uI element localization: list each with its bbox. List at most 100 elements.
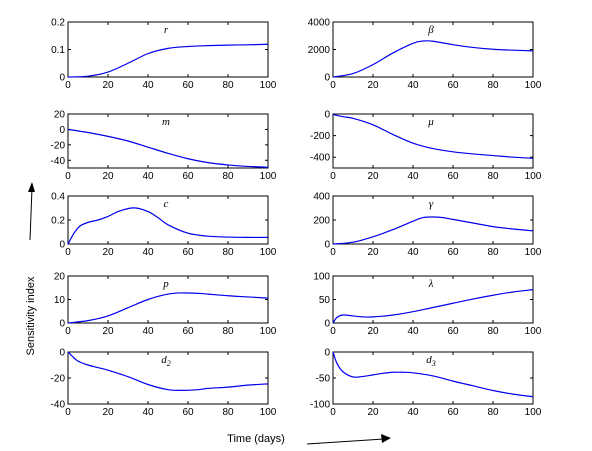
x-tick-label: 20 — [102, 326, 114, 337]
x-tick-label: 0 — [330, 247, 336, 258]
x-tick-label: 40 — [142, 407, 154, 418]
x-tick-label: 0 — [330, 407, 336, 418]
x-tick-label: 20 — [367, 247, 379, 258]
x-tick-label: 60 — [182, 247, 194, 258]
x-tick-label: 40 — [407, 407, 419, 418]
subplot-8: 0 20 40 60 80 100 0 50 100 λ — [313, 272, 541, 338]
x-tick-label: 0 — [65, 80, 71, 91]
x-tick-label: 40 — [407, 171, 419, 182]
x-tick-label: 100 — [260, 247, 277, 258]
series-line — [67, 351, 269, 392]
y-tick-label: 0 — [324, 319, 330, 330]
x-tick-label: 20 — [367, 407, 379, 418]
x-tick-label: 60 — [182, 326, 194, 337]
y-tick-label: 0 — [324, 110, 330, 121]
subplot-title: m — [162, 116, 170, 128]
y-tick-label: -100 — [310, 400, 330, 411]
subplot-title: μ — [427, 116, 434, 128]
y-tick-label: 0 — [59, 125, 65, 136]
subplot-title: β — [427, 24, 434, 36]
x-tick-label: 0 — [65, 247, 71, 258]
series-line — [67, 292, 269, 324]
y-tick-label: -200 — [310, 131, 330, 142]
x-tick-label: 60 — [447, 80, 459, 91]
x-arrow — [306, 434, 391, 445]
x-tick-label: 60 — [447, 326, 459, 337]
x-tick-label: 60 — [447, 247, 459, 258]
series-line — [332, 216, 534, 245]
x-tick-label: 80 — [487, 80, 499, 91]
x-tick-label: 80 — [222, 326, 234, 337]
x-tick-label: 60 — [182, 407, 194, 418]
x-tick-label: 60 — [447, 407, 459, 418]
series-line — [332, 113, 534, 159]
y-tick-label: -20 — [51, 374, 66, 385]
y-tick-label: 0.2 — [51, 18, 65, 29]
y-tick-label: 50 — [319, 295, 331, 306]
series-line — [67, 128, 269, 168]
y-tick-label: 0 — [59, 73, 65, 84]
y-tick-label: 10 — [54, 295, 66, 306]
x-tick-label: 100 — [525, 407, 542, 418]
subplot-title: p — [162, 278, 169, 290]
y-tick-label: 0.1 — [51, 45, 65, 56]
series-line — [332, 289, 534, 324]
x-tick-label: 0 — [65, 326, 71, 337]
subplot-2: 0 20 40 60 80 100 0 2000 4000 β — [308, 18, 542, 92]
x-tick-label: 20 — [367, 80, 379, 91]
y-tick-label: 0 — [59, 348, 65, 359]
x-tick-label: 100 — [260, 326, 277, 337]
plot-frame — [332, 113, 534, 169]
subplot-5: 0 20 40 60 80 100 0 0.2 0.4 c — [51, 192, 277, 259]
y-tick-label: -40 — [51, 156, 66, 167]
x-tick-label: 40 — [407, 326, 419, 337]
x-tick-label: 80 — [222, 247, 234, 258]
x-tick-label: 20 — [102, 407, 114, 418]
x-tick-label: 40 — [407, 80, 419, 91]
subplot-4: 0 20 40 60 80 100 -400 -200 0 μ — [310, 110, 542, 183]
subplot-title: r — [164, 24, 169, 36]
x-tick-label: 100 — [260, 407, 277, 418]
series-line — [332, 351, 534, 398]
y-tick-label: 0 — [59, 240, 65, 251]
x-tick-label: 60 — [182, 171, 194, 182]
y-tick-label: 2000 — [308, 45, 331, 56]
y-axis-label: Sensitivity index — [25, 276, 37, 355]
y-tick-label: 200 — [313, 216, 330, 227]
y-tick-label: -20 — [51, 140, 66, 151]
subplot-9: 0 20 40 60 80 100 -40 -20 0 d2 — [51, 348, 277, 419]
series-line — [67, 207, 269, 245]
plot-frame — [67, 113, 269, 169]
x-tick-label: 100 — [525, 247, 542, 258]
x-tick-label: 80 — [222, 407, 234, 418]
y-arrow — [28, 182, 35, 241]
y-tick-label: 400 — [313, 192, 330, 203]
y-tick-label: 4000 — [308, 18, 331, 29]
x-tick-label: 100 — [525, 171, 542, 182]
y-tick-label: 0 — [324, 240, 330, 251]
y-tick-label: 0 — [324, 348, 330, 359]
x-tick-label: 40 — [142, 326, 154, 337]
x-tick-label: 80 — [487, 326, 499, 337]
x-tick-label: 40 — [407, 247, 419, 258]
subplot-10: 0 20 40 60 80 100 -100 -50 0 d3 — [310, 348, 542, 419]
y-tick-label: -40 — [51, 400, 66, 411]
subplot-3: 0 20 40 60 80 100 -40 -20 0 20 m — [51, 110, 277, 183]
x-tick-label: 80 — [222, 80, 234, 91]
subplot-title: λ — [428, 278, 434, 290]
x-tick-label: 60 — [182, 80, 194, 91]
y-tick-label: 0.2 — [51, 216, 65, 227]
x-tick-label: 20 — [102, 247, 114, 258]
x-tick-label: 20 — [367, 326, 379, 337]
y-tick-label: 0 — [59, 319, 65, 330]
x-tick-label: 100 — [525, 80, 542, 91]
y-tick-label: -400 — [310, 153, 330, 164]
subplot-1: 0 20 40 60 80 100 0 0.1 0.2 r — [51, 18, 277, 92]
x-tick-label: 100 — [525, 326, 542, 337]
x-tick-label: 20 — [102, 80, 114, 91]
y-tick-label: 100 — [313, 272, 330, 283]
x-tick-label: 0 — [330, 171, 336, 182]
x-tick-label: 60 — [447, 171, 459, 182]
